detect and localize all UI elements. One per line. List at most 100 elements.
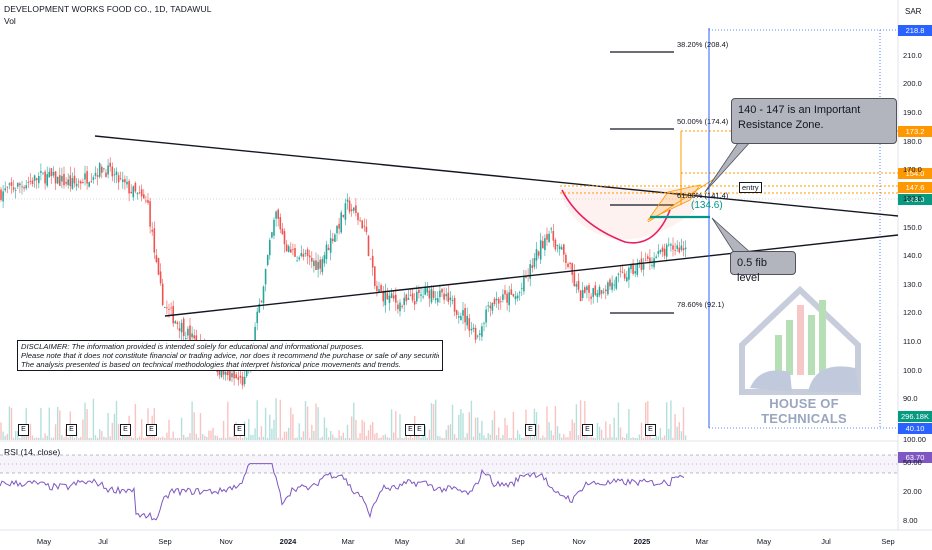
candle-body	[422, 296, 424, 298]
volume-bar	[523, 437, 525, 440]
candle-body	[451, 300, 454, 301]
volume-bar	[105, 437, 107, 440]
price-tag-r2: 147.6	[898, 182, 932, 193]
volume-bar	[395, 411, 397, 440]
volume-bar	[214, 435, 216, 440]
fib-label-618: 61.80% (141.4)	[677, 191, 729, 200]
volume-bar	[258, 437, 260, 440]
volume-bar	[101, 431, 103, 440]
candle-body	[187, 328, 189, 336]
volume-bar	[4, 435, 6, 440]
volume-bar	[661, 437, 664, 440]
rsi-tick-label: 50.00	[903, 458, 922, 467]
candle-body	[218, 371, 221, 375]
candle-body	[682, 248, 685, 251]
candle-body	[678, 247, 681, 253]
earnings-marker[interactable]: E	[525, 424, 536, 436]
volume-bar	[206, 436, 208, 440]
volume-bar	[117, 423, 120, 440]
volume-bar	[304, 401, 307, 440]
candle-body	[668, 244, 670, 246]
candle-body	[189, 325, 191, 340]
candle-body	[241, 376, 244, 386]
volume-bar	[456, 437, 458, 440]
volume-bar	[361, 419, 363, 440]
earnings-marker[interactable]: E	[645, 424, 656, 436]
volume-bar	[374, 433, 376, 440]
candle-body	[313, 260, 315, 266]
volume-bar	[309, 437, 311, 440]
candle-body	[353, 207, 355, 211]
earnings-marker[interactable]: E	[120, 424, 131, 436]
rsi-value-tag: 63.70	[898, 452, 932, 463]
candle-body	[560, 247, 563, 250]
earnings-marker[interactable]: E	[582, 424, 593, 436]
candle-body	[157, 258, 160, 275]
candle-body	[611, 282, 613, 290]
volume-bar	[565, 437, 567, 440]
volume-bar	[340, 436, 342, 440]
price-tick-label: 190.0	[903, 107, 922, 117]
candle-body	[38, 176, 40, 184]
volume-bar	[472, 436, 475, 440]
earnings-marker[interactable]: E	[234, 424, 245, 436]
volume-bar	[311, 424, 313, 440]
candle-body	[680, 245, 683, 250]
earnings-marker[interactable]: E	[146, 424, 157, 436]
volume-bar	[342, 432, 344, 440]
volume-bar	[424, 425, 426, 440]
volume-bar	[319, 437, 321, 440]
candle-body	[302, 253, 305, 257]
candle-body	[31, 180, 34, 184]
earnings-marker[interactable]: E	[18, 424, 29, 436]
candle-body	[472, 327, 475, 330]
volume-bar	[680, 431, 683, 440]
price-tick-label: 210.0	[903, 50, 922, 60]
volume-bar	[542, 435, 544, 440]
candle-body	[336, 225, 338, 234]
candle-body	[424, 288, 426, 295]
volume-bar	[0, 422, 2, 440]
volume-bar	[359, 433, 361, 440]
volume-bar	[638, 434, 641, 440]
candle-body	[94, 172, 97, 176]
volume-bar	[401, 437, 403, 440]
candle-body	[338, 223, 340, 229]
candle-body	[474, 327, 477, 340]
volume-bar	[292, 414, 294, 440]
volume-bar	[684, 435, 687, 440]
candle-body	[413, 301, 416, 305]
volume-bar	[132, 437, 134, 440]
candle-body	[224, 372, 227, 375]
candle-body	[258, 303, 261, 313]
candle-body	[552, 231, 555, 241]
candle-body	[449, 297, 452, 301]
volume-bar	[577, 435, 580, 440]
earnings-marker[interactable]: E	[66, 424, 77, 436]
volume-bar	[187, 436, 189, 440]
candle-body	[428, 290, 431, 299]
candle-body	[344, 203, 347, 220]
volume-bar	[355, 419, 357, 440]
candle-body	[382, 291, 384, 302]
volume-bar	[516, 430, 519, 440]
volume-bar	[208, 430, 210, 440]
candle-body	[84, 173, 86, 180]
candle-body	[460, 316, 462, 321]
volume-bar	[491, 420, 494, 440]
volume-bar	[330, 431, 332, 440]
volume-bar	[315, 403, 317, 440]
time-tick-label: 2024	[279, 537, 297, 546]
volume-bar	[38, 437, 40, 440]
earnings-marker[interactable]: E	[414, 424, 425, 436]
candle-body	[531, 265, 534, 269]
candle-body	[82, 182, 84, 184]
fib-callout[interactable]: 0.5 fib level	[730, 251, 796, 284]
candle-body	[277, 209, 279, 219]
volume-bar	[561, 437, 563, 440]
candle-body	[117, 175, 120, 183]
resistance-callout[interactable]: 140 - 147 is an Important Resistance Zon…	[731, 98, 897, 144]
volume-bar	[344, 437, 347, 440]
candle-body	[105, 172, 107, 177]
